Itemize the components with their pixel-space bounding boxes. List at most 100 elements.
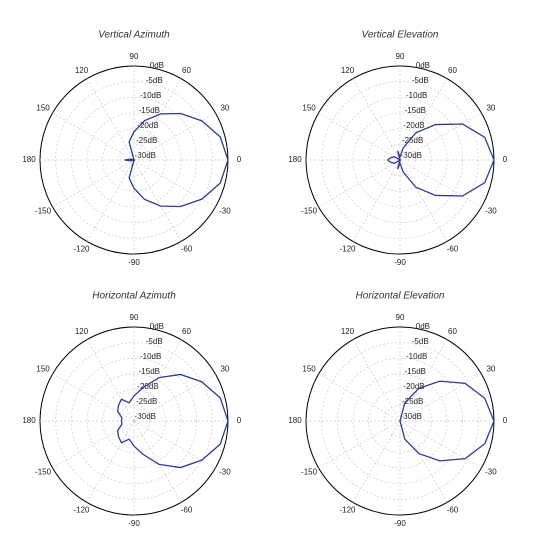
angle-tick-label: 180 [288,155,302,164]
grid-ring [368,389,432,453]
angle-tick-label: 0 [237,155,242,164]
angle-tick-label: 150 [36,104,50,113]
grid-ring [352,373,448,469]
radial-tick-label: 0dB [150,322,164,331]
radial-tick-label: -10dB [406,91,427,100]
radial-tick-label: -20dB [403,382,424,391]
angle-tick-label: 120 [75,327,89,336]
angle-tick-label: 90 [396,313,405,322]
radial-tick-label: -10dB [140,352,161,361]
grid-spoke [86,420,135,503]
angle-tick-label: 30 [486,365,495,374]
radial-tick-label: -20dB [403,121,424,130]
grid-ring [117,404,151,438]
angle-tick-label: 0 [503,155,508,164]
angle-tick-label: -30 [485,468,497,477]
radial-tick-label: -5dB [146,76,163,85]
grid-ring [70,357,198,485]
grid-ring [55,342,213,500]
grid-ring [383,143,417,177]
pattern-line [124,112,229,208]
radial-tick-label: -25dB [402,397,423,406]
angle-tick-label: 0 [237,416,242,425]
grid-ring [321,81,479,239]
grid-spoke [352,159,401,242]
radial-tick-label: -20dB [137,121,158,130]
radial-tick-label: -15dB [139,106,160,115]
grid-spoke [318,420,401,469]
angle-tick-label: 150 [302,365,316,374]
angle-tick-label: -90 [394,258,406,267]
angle-tick-label: -60 [447,244,459,253]
angle-tick-label: -150 [301,468,318,477]
angle-tick-label: -90 [394,519,406,528]
angle-tick-label: 180 [22,416,36,425]
angle-tick-label: -60 [447,505,459,514]
angle-tick-label: 150 [302,104,316,113]
angle-tick-label: -60 [181,244,193,253]
grid-spoke [52,420,135,469]
radial-tick-label: -15dB [405,367,426,376]
angle-tick-label: -120 [339,244,356,253]
radial-tick-label: -30dB [135,151,156,160]
grid-ring [383,404,417,438]
angle-tick-label: 180 [288,416,302,425]
chart-title: Horizontal Elevation [356,291,445,302]
angle-tick-label: -30 [219,468,231,477]
grid-ring [336,96,464,224]
pattern-line [387,123,495,197]
grid-ring [102,389,166,453]
angle-tick-label: 150 [36,365,50,374]
grid-spoke [86,159,135,242]
radial-tick-label: -25dB [136,136,157,145]
grid-ring [102,128,166,192]
radial-tick-label: -5dB [146,337,163,346]
angle-tick-label: 60 [448,327,457,336]
angle-tick-label: -120 [73,505,90,514]
radial-tick-label: -5dB [412,76,429,85]
angle-tick-label: -30 [219,207,231,216]
grid-ring [86,112,182,208]
angle-tick-label: 90 [130,52,139,61]
angle-tick-label: 120 [341,327,355,336]
radial-tick-label: -10dB [406,352,427,361]
radial-tick-label: -30dB [401,151,422,160]
angle-tick-label: -90 [128,258,140,267]
angle-tick-label: -150 [301,207,318,216]
angle-tick-label: 30 [486,104,495,113]
pattern-line [399,380,495,462]
radial-tick-label: 0dB [416,322,430,331]
angle-tick-label: 120 [341,66,355,75]
angle-tick-label: -30 [485,207,497,216]
pattern-line [117,373,229,469]
grid-spoke [318,159,401,208]
grid-ring [86,373,182,469]
radial-tick-label: 0dB [150,61,164,70]
radial-tick-label: -30dB [135,412,156,421]
grid-ring [352,112,448,208]
grid-ring [55,81,213,239]
angle-tick-label: 0 [503,416,508,425]
angle-tick-label: -90 [128,519,140,528]
angle-tick-label: 30 [220,104,229,113]
chart-title: Vertical Elevation [362,30,439,41]
radial-tick-label: -25dB [136,397,157,406]
radial-tick-label: 0dB [416,61,430,70]
radial-tick-label: -15dB [139,367,160,376]
grid-spoke [52,159,135,208]
grid-ring [321,342,479,500]
angle-tick-label: -120 [73,244,90,253]
radial-tick-label: -5dB [412,337,429,346]
angle-tick-label: 30 [220,365,229,374]
angle-tick-label: 60 [182,327,191,336]
chart-title: Vertical Azimuth [98,30,170,41]
angle-tick-label: -150 [35,207,52,216]
grid-ring [117,143,151,177]
angle-tick-label: 90 [130,313,139,322]
angle-tick-label: 60 [448,66,457,75]
angle-tick-label: 120 [75,66,89,75]
angle-tick-label: -150 [35,468,52,477]
radial-tick-label: -20dB [137,382,158,391]
